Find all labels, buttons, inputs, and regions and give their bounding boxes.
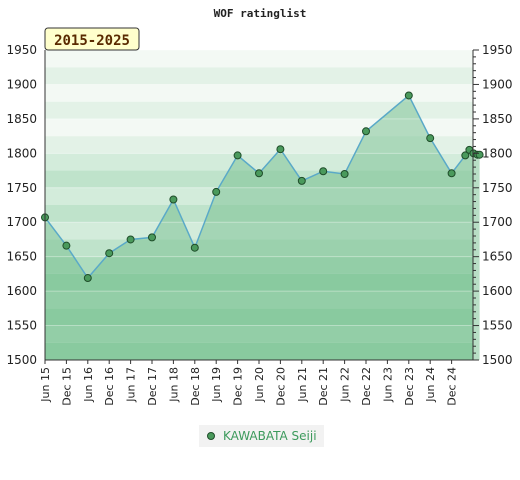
x-tick-label: Jun 22 <box>339 367 352 403</box>
data-point <box>233 151 242 160</box>
y-tick-label-right: 1950 <box>482 43 513 57</box>
x-tick-label: Dec 19 <box>232 367 245 406</box>
period-badge: 2015-2025 <box>44 27 140 51</box>
x-tick-label: Dec 24 <box>446 367 459 406</box>
data-point <box>362 127 370 136</box>
y-tick-label-right: 1600 <box>482 284 513 298</box>
x-tick-label: Dec 22 <box>360 367 373 406</box>
y-tick-label-right: 1750 <box>482 181 513 195</box>
chart-title: WOF ratinglist <box>214 7 307 20</box>
x-tick-label: Dec 18 <box>189 367 202 406</box>
data-point <box>148 233 156 242</box>
background-band <box>45 101 473 119</box>
x-tick-label: Dec 23 <box>403 367 416 406</box>
data-point <box>276 145 285 154</box>
data-point <box>447 169 456 178</box>
y-tick-label-right: 1900 <box>482 77 513 91</box>
x-tick-label: Jun 23 <box>381 367 394 403</box>
x-tick-label: Dec 17 <box>146 367 159 406</box>
y-tick-label: 1800 <box>6 146 37 160</box>
y-tick-label: 1850 <box>6 112 37 126</box>
y-tick-label: 1700 <box>6 215 37 229</box>
data-points <box>41 91 484 283</box>
x-axis: Jun 15 Dec 15 Jun 16 Dec 16 Jun 17 Dec 17 Jun … <box>39 359 473 406</box>
x-tick-label: Jun 18 <box>167 367 180 403</box>
background-band <box>45 50 473 68</box>
x-tick-label: Dec 15 <box>60 367 73 406</box>
data-point <box>190 243 199 252</box>
y-tick-label-right: 1850 <box>482 112 513 126</box>
y-tick-label: 1950 <box>6 43 37 57</box>
y-tick-label: 1900 <box>6 77 37 91</box>
x-tick-label: Dec 16 <box>103 367 116 406</box>
y-tick-label: 1500 <box>6 353 37 367</box>
x-tick-label: Jun 15 <box>39 367 52 403</box>
legend-marker <box>207 432 215 440</box>
data-point <box>83 274 92 283</box>
data-point <box>319 167 328 176</box>
background-band <box>45 84 473 102</box>
data-point <box>169 195 178 204</box>
y-tick-label-right: 1550 <box>482 319 513 333</box>
data-point <box>212 187 221 196</box>
period-badge-label: 2015-2025 <box>54 33 130 49</box>
data-point <box>297 176 306 185</box>
y-tick-label-right: 1500 <box>482 353 513 367</box>
x-tick-label: Jun 16 <box>82 367 95 403</box>
x-tick-label: Jun 20 <box>253 367 266 403</box>
y-tick-label: 1750 <box>6 181 37 195</box>
x-tick-label: Jun 24 <box>424 367 437 403</box>
y-tick-label: 1600 <box>6 284 37 298</box>
data-point <box>126 235 135 244</box>
x-tick-label: Dec 21 <box>317 367 330 406</box>
period-badge-box <box>44 27 140 51</box>
data-point <box>340 170 349 178</box>
data-point <box>62 241 71 250</box>
series-area <box>45 95 480 360</box>
legend-box <box>199 425 324 447</box>
x-tick-label: Jun 19 <box>210 367 223 403</box>
y-tick-label-right: 1800 <box>482 146 513 160</box>
x-tick-label: Jun 17 <box>125 367 138 403</box>
y-axis-right: 1500 1550 1600 1650 1700 1750 1800 1850 1900 1950 <box>472 43 513 367</box>
x-tick-label: Jun 21 <box>296 367 309 403</box>
legend[interactable]: KAWABATA Seiji <box>199 425 324 447</box>
data-point <box>105 249 114 258</box>
y-tick-label-right: 1650 <box>482 250 513 264</box>
background-band <box>45 67 473 85</box>
y-tick-label: 1650 <box>6 250 37 264</box>
y-axis-left: 1500 1550 1600 1650 1700 1750 1800 1850 1900 1950 <box>6 43 46 367</box>
data-point <box>426 134 435 143</box>
data-point <box>255 169 263 178</box>
area-layer <box>45 95 480 360</box>
y-tick-label: 1550 <box>6 319 37 333</box>
data-point <box>461 151 470 160</box>
data-point <box>404 91 413 100</box>
y-tick-label-right: 1700 <box>482 215 513 229</box>
legend-series-name: KAWABATA Seiji <box>223 429 317 443</box>
x-tick-label: Dec 20 <box>274 367 287 406</box>
